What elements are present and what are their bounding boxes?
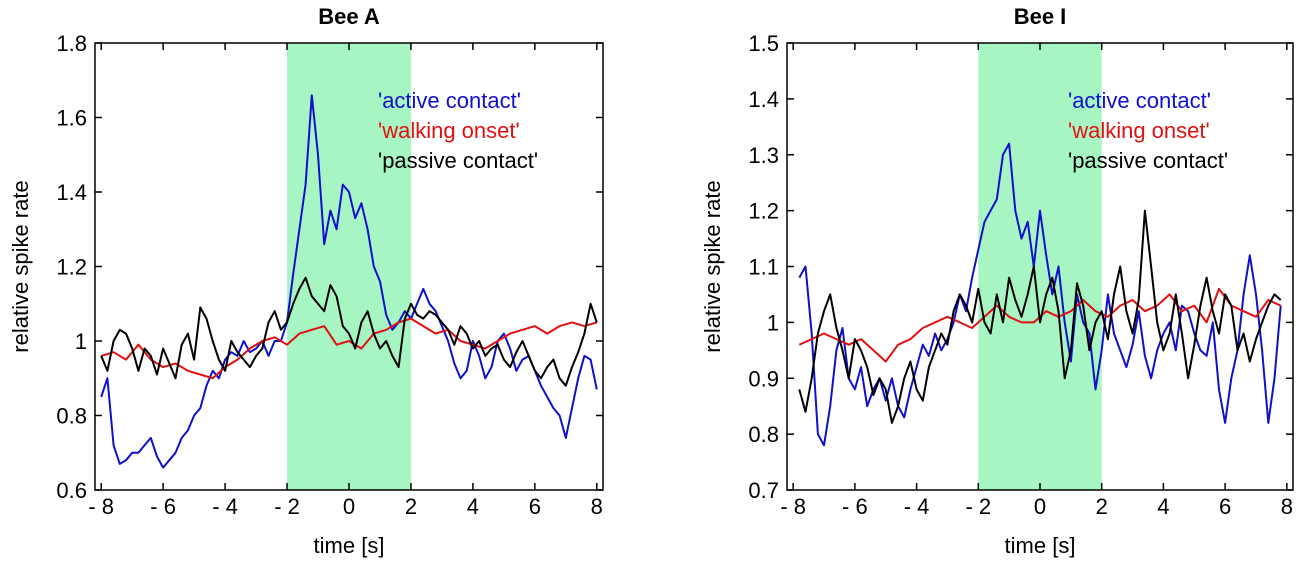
- y-tick-label: 1.1: [748, 255, 779, 280]
- x-tick-label: - 6: [842, 494, 868, 519]
- x-tick-label: 8: [1281, 494, 1293, 519]
- x-tick-label: - 8: [88, 494, 114, 519]
- x-tick-label: 0: [1034, 494, 1046, 519]
- y-tick-label: 1.8: [56, 31, 87, 56]
- x-tick-label: 4: [1157, 494, 1169, 519]
- legend-entry-walking-onset: 'walking onset': [378, 118, 520, 143]
- legend-entry-passive-contact: 'passive contact': [378, 148, 538, 173]
- y-axis-label: relative spike rate: [700, 180, 725, 352]
- y-tick-label: 0.7: [748, 478, 779, 503]
- y-tick-label: 1: [75, 329, 87, 354]
- x-tick-label: 2: [405, 494, 417, 519]
- y-tick-label: 1.2: [748, 199, 779, 224]
- ticks-layer: - 8 - 6 - 4 - 2 0 2 4 6 8 0.7 0.8 0.9 1 1.1 1.2 1.3 1.4 1…: [748, 31, 1293, 519]
- x-tick-label: - 2: [965, 494, 991, 519]
- series-layer: [100, 94, 598, 469]
- legend-entry-passive-contact: 'passive contact': [1068, 148, 1228, 173]
- series-line-passive-contact: [798, 209, 1282, 424]
- x-tick-label: - 2: [274, 494, 300, 519]
- legend-entry-active-contact: 'active contact': [1068, 88, 1211, 113]
- shaded-region: [287, 43, 411, 490]
- x-axis-label: time [s]: [1005, 533, 1076, 558]
- y-tick-label: 0.9: [748, 366, 779, 391]
- y-tick-label: 1.6: [56, 106, 87, 131]
- x-axis-label: time [s]: [314, 533, 385, 558]
- x-tick-label: 8: [591, 494, 603, 519]
- x-tick-label: - 4: [904, 494, 930, 519]
- ticks-layer: - 8 - 6 - 4 - 2 0 2 4 6 8 0.6 0.8 1 1.2 1.4 1.6 1.8: [56, 31, 603, 519]
- y-tick-label: 1: [767, 310, 779, 335]
- series-line-passive-contact: [100, 276, 598, 387]
- chart-title: Bee A: [318, 4, 380, 29]
- x-tick-label: - 8: [780, 494, 806, 519]
- y-tick-label: 1.4: [748, 87, 779, 112]
- x-tick-label: 6: [1219, 494, 1231, 519]
- x-tick-label: 6: [529, 494, 541, 519]
- series-line-walking-onset: [100, 317, 598, 380]
- x-tick-label: 4: [467, 494, 479, 519]
- y-tick-label: 0.6: [56, 478, 87, 503]
- series-line-active-contact: [100, 94, 598, 469]
- y-tick-label: 1.2: [56, 255, 87, 280]
- y-tick-label: 0.8: [748, 422, 779, 447]
- y-tick-label: 1.3: [748, 143, 779, 168]
- y-tick-label: 1.4: [56, 180, 87, 205]
- chart-panel-bee-a: - 8 - 6 - 4 - 2 0 2 4 6 8 0.6 0.8 1 1.2 1.4 1.6 1.8 Bee…: [8, 4, 604, 558]
- y-tick-label: 0.8: [56, 404, 87, 429]
- chart-title: Bee I: [1014, 4, 1067, 29]
- legend-entry-walking-onset: 'walking onset': [1068, 118, 1210, 143]
- y-axis-label: relative spike rate: [8, 180, 33, 352]
- chart-panel-bee-i: - 8 - 6 - 4 - 2 0 2 4 6 8 0.7 0.8 0.9 1 1.1 1.2 1.3 1.4 1…: [700, 4, 1294, 558]
- shaded-region: [978, 43, 1102, 490]
- x-tick-label: 2: [1096, 494, 1108, 519]
- x-tick-label: - 4: [212, 494, 238, 519]
- legend-entry-active-contact: 'active contact': [378, 88, 521, 113]
- x-tick-label: - 6: [150, 494, 176, 519]
- x-tick-label: 0: [343, 494, 355, 519]
- series-layer: [798, 142, 1282, 447]
- y-tick-label: 1.5: [748, 31, 779, 56]
